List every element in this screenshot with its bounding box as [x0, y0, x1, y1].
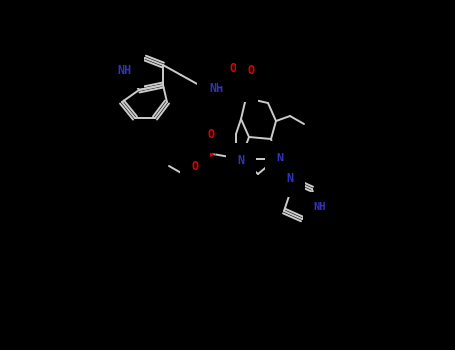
Text: O: O	[207, 128, 215, 141]
Text: O: O	[192, 160, 198, 173]
Text: NH: NH	[314, 202, 326, 212]
Text: NH: NH	[209, 82, 223, 95]
Text: N: N	[238, 154, 245, 168]
Text: N: N	[287, 173, 293, 186]
Text: S: S	[237, 76, 245, 89]
Text: O: O	[229, 62, 237, 75]
Text: N: N	[277, 153, 283, 166]
Text: O: O	[248, 63, 254, 77]
Text: NH: NH	[118, 63, 132, 77]
